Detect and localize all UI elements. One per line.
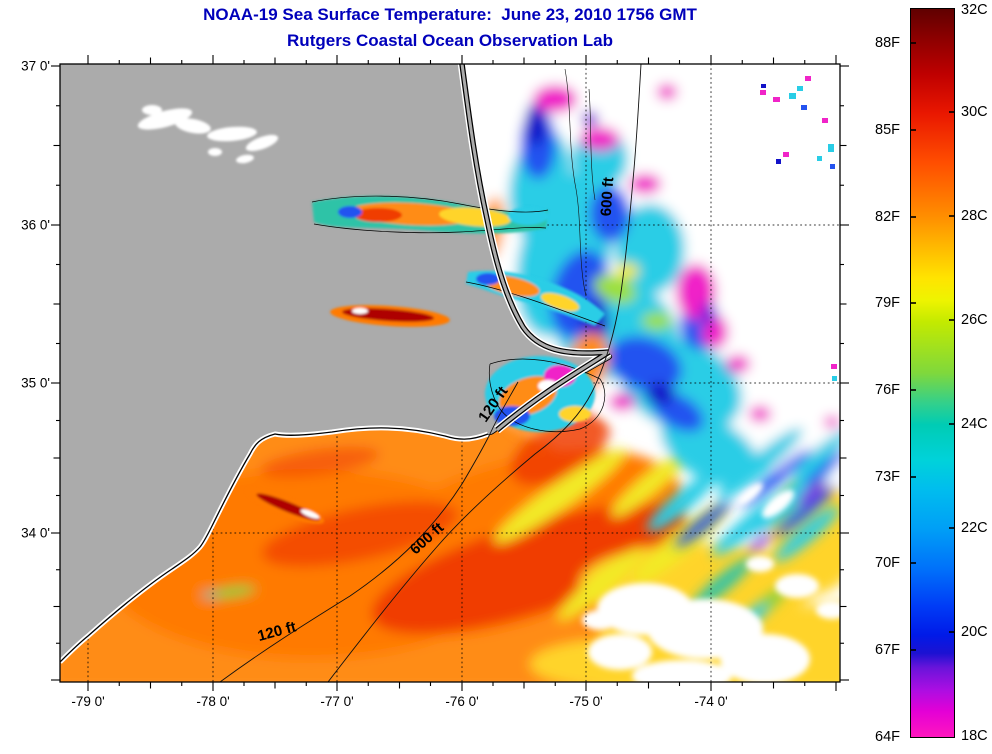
- figure-title: NOAA-19 Sea Surface Temperature: June 23…: [203, 5, 697, 24]
- colorbar-f-label: 64F: [875, 729, 900, 745]
- colorbar-gradient: [910, 8, 955, 738]
- y-axis-tick-label: 36 0': [21, 217, 50, 233]
- colorbar-f-label: 88F: [875, 35, 900, 51]
- x-axis-tick-label: -79 0': [71, 694, 105, 709]
- depth-contours: [219, 64, 642, 682]
- colorbar-f-label: 76F: [875, 382, 900, 398]
- figure-subtitle: Rutgers Coastal Ocean Observation Lab: [287, 31, 613, 50]
- x-axis-tick-label: -77 0': [320, 694, 354, 709]
- colorbar-f-label: 73F: [875, 469, 900, 485]
- colorbar-f-label: 70F: [875, 555, 900, 571]
- axis-ticks: [51, 55, 849, 691]
- colorbar-f-label: 67F: [875, 642, 900, 658]
- colorbar-f-label: 79F: [875, 295, 900, 311]
- outer-banks: [457, 64, 612, 434]
- x-axis-tick-label: -75 0': [569, 694, 603, 709]
- colorbar-c-label: 28C: [961, 208, 988, 224]
- colorbar-c-label: 30C: [961, 104, 988, 120]
- y-axis-tick-label: 37 0': [21, 58, 50, 74]
- colorbar-c-label: 26C: [961, 312, 988, 328]
- colorbar-c-label: 20C: [961, 624, 988, 640]
- colorbar-c-label: 24C: [961, 416, 988, 432]
- colorbar-c-label: 18C: [961, 728, 988, 744]
- speckles: [760, 76, 837, 381]
- x-axis-tick-label: -76 0': [445, 694, 479, 709]
- y-axis-tick-label: 35 0': [21, 375, 50, 391]
- colorbar-c-label: 22C: [961, 520, 988, 536]
- colorbar-f-label: 82F: [875, 209, 900, 225]
- x-axis-tick-label: -78 0': [196, 694, 230, 709]
- colorbar-f-label: 85F: [875, 122, 900, 138]
- y-axis-tick-label: 34 0': [21, 525, 50, 541]
- plot-border: [59, 63, 841, 683]
- depth-contour-label: 600 ft: [598, 177, 618, 217]
- x-axis-tick-label: -74 0': [694, 694, 728, 709]
- colorbar-c-label: 32C: [961, 2, 988, 18]
